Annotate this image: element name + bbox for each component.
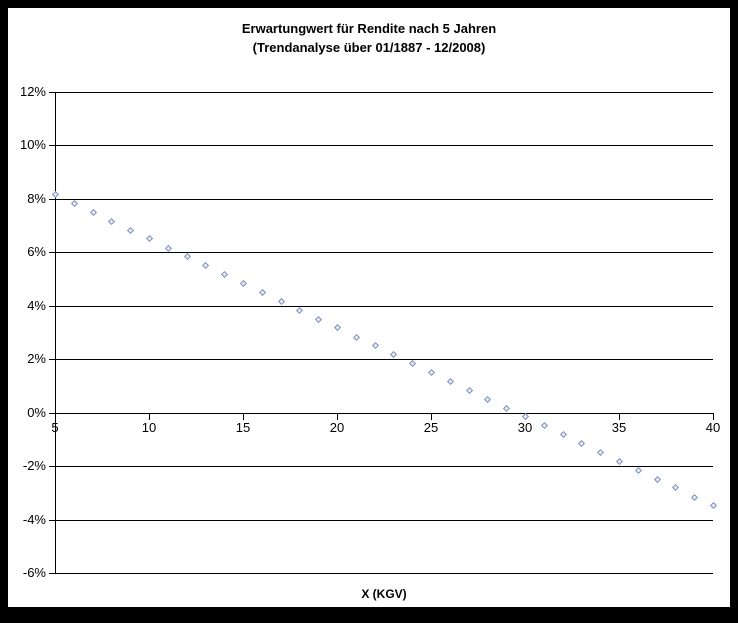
data-point-marker: [70, 199, 79, 208]
x-axis-tick-label: 5: [51, 420, 59, 435]
data-point-marker: [615, 457, 624, 466]
data-point-marker: [371, 341, 380, 350]
data-point-marker: [709, 501, 718, 510]
data-point-marker: [389, 350, 398, 359]
data-point-marker: [502, 404, 511, 413]
gridline: [49, 359, 713, 360]
data-point-marker: [671, 483, 680, 492]
x-axis-tick: [337, 413, 338, 420]
data-point-marker: [239, 279, 248, 288]
x-axis-tick-label: 10: [141, 420, 157, 435]
x-axis-tick-label: 40: [705, 420, 721, 435]
data-point-marker: [277, 297, 286, 306]
gridline: [49, 413, 713, 414]
data-point-marker: [521, 412, 530, 421]
x-axis-tick-label: 35: [611, 420, 627, 435]
data-point-marker: [653, 475, 662, 484]
gridline: [49, 573, 713, 574]
x-axis-tick: [619, 413, 620, 420]
data-point-marker: [145, 234, 154, 243]
y-axis-tick-label: 2%: [27, 351, 46, 366]
x-axis-tick: [55, 413, 56, 420]
gridline: [49, 199, 713, 200]
data-point-marker: [51, 190, 60, 199]
x-axis-title: X (KGV): [361, 587, 407, 601]
x-axis-tick: [243, 413, 244, 420]
data-point-marker: [483, 395, 492, 404]
gridline: [49, 92, 713, 93]
data-point-marker: [107, 217, 116, 226]
data-point-marker: [690, 493, 699, 502]
data-point-marker: [465, 386, 474, 395]
data-point-marker: [427, 368, 436, 377]
plot-area: 12% 10% 8% 6% 4% 2% 0% -2% -4% -6% 5 10 15 20 25 30 35 40: [8, 8, 730, 607]
chart-canvas: Erwartungwert für Rendite nach 5 Jahren …: [8, 8, 730, 607]
y-axis-line: [55, 92, 56, 573]
x-axis-tick-label: 15: [235, 420, 251, 435]
y-axis-tick-label: 6%: [27, 244, 46, 259]
y-axis-tick-label: 12%: [19, 84, 46, 99]
y-axis-tick-label: -2%: [22, 458, 46, 473]
data-point-marker: [333, 323, 342, 332]
y-axis-tick-label: 10%: [19, 137, 46, 152]
x-axis-tick: [713, 413, 714, 420]
gridline: [49, 306, 713, 307]
x-axis-tick-label: 25: [423, 420, 439, 435]
y-axis-tick-label: 4%: [27, 298, 46, 313]
y-axis-tick-label: 0%: [27, 405, 46, 420]
data-point-marker: [126, 226, 135, 235]
gridline: [49, 520, 713, 521]
data-point-marker: [559, 430, 568, 439]
data-point-marker: [408, 359, 417, 368]
gridline: [49, 466, 713, 467]
y-axis-tick-label: 8%: [27, 191, 46, 206]
data-point-marker: [220, 270, 229, 279]
data-point-marker: [258, 288, 267, 297]
data-point-marker: [183, 252, 192, 261]
data-point-marker: [314, 315, 323, 324]
chart-subtitle: (Trendanalyse über 01/1887 - 12/2008): [252, 40, 486, 55]
gridline: [49, 145, 713, 146]
data-point-marker: [164, 244, 173, 253]
x-axis-tick: [149, 413, 150, 420]
y-axis-tick-label: -6%: [22, 565, 46, 580]
data-point-marker: [596, 448, 605, 457]
data-point-marker: [89, 208, 98, 217]
data-point-marker: [634, 466, 643, 475]
data-point-marker: [577, 439, 586, 448]
data-point-marker: [201, 261, 210, 270]
y-axis-tick-label: -4%: [22, 512, 46, 527]
data-point-marker: [295, 306, 304, 315]
gridline: [49, 252, 713, 253]
chart-title: Erwartungwert für Rendite nach 5 Jahren: [241, 21, 497, 36]
x-axis-tick-label: 20: [329, 420, 345, 435]
data-point-marker: [446, 377, 455, 386]
data-point-marker: [352, 333, 361, 342]
x-axis-tick: [431, 413, 432, 420]
x-axis-tick-label: 30: [517, 420, 533, 435]
